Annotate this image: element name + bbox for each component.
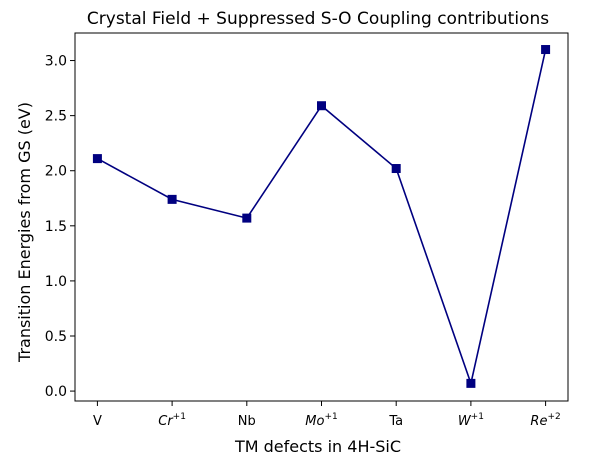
y-tick-label: 1.5: [45, 219, 67, 235]
y-tick-label: 2.0: [45, 164, 67, 180]
data-point: [242, 213, 252, 223]
y-tick-label: 0.5: [45, 329, 67, 345]
x-tick-label: Ta: [388, 414, 403, 429]
y-tick-label: 2.5: [45, 109, 67, 125]
x-tick-label: Nb: [238, 414, 256, 429]
x-axis-label: TM defects in 4H-SiC: [234, 437, 401, 456]
data-point: [92, 154, 102, 164]
y-axis-label: Transition Energies from GS (eV): [15, 102, 34, 363]
x-tick-label: Mo+1: [305, 412, 337, 429]
plot-area: 0.0 0.5 1.0 1.5 2.0 2.5 3.0 V Cr+1 Nb Mo+1 Ta W+1 Re+…: [45, 32, 569, 429]
chart-title: Crystal Field + Suppressed S-O Coupling …: [87, 9, 549, 29]
data-point: [466, 378, 476, 388]
x-tick-label: Re+2: [530, 412, 560, 429]
data-point: [317, 101, 326, 111]
y-tick-label: 1.0: [45, 274, 67, 290]
y-tick-label: 3.0: [45, 54, 67, 70]
data-point: [541, 45, 551, 55]
data-point: [167, 194, 177, 204]
data-point: [391, 164, 401, 174]
x-tick-label: Cr+1: [158, 412, 186, 429]
y-tick-label: 0.0: [45, 384, 67, 400]
series-line: [97, 49, 547, 387]
x-tick-label: W+1: [458, 412, 484, 429]
x-tick-label: V: [93, 414, 102, 429]
plot-frame: [74, 32, 569, 402]
